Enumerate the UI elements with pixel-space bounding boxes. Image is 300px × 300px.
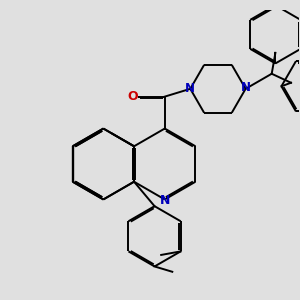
Text: N: N xyxy=(160,194,170,207)
Text: N: N xyxy=(185,82,195,95)
Text: N: N xyxy=(241,81,250,94)
Text: O: O xyxy=(127,90,138,103)
